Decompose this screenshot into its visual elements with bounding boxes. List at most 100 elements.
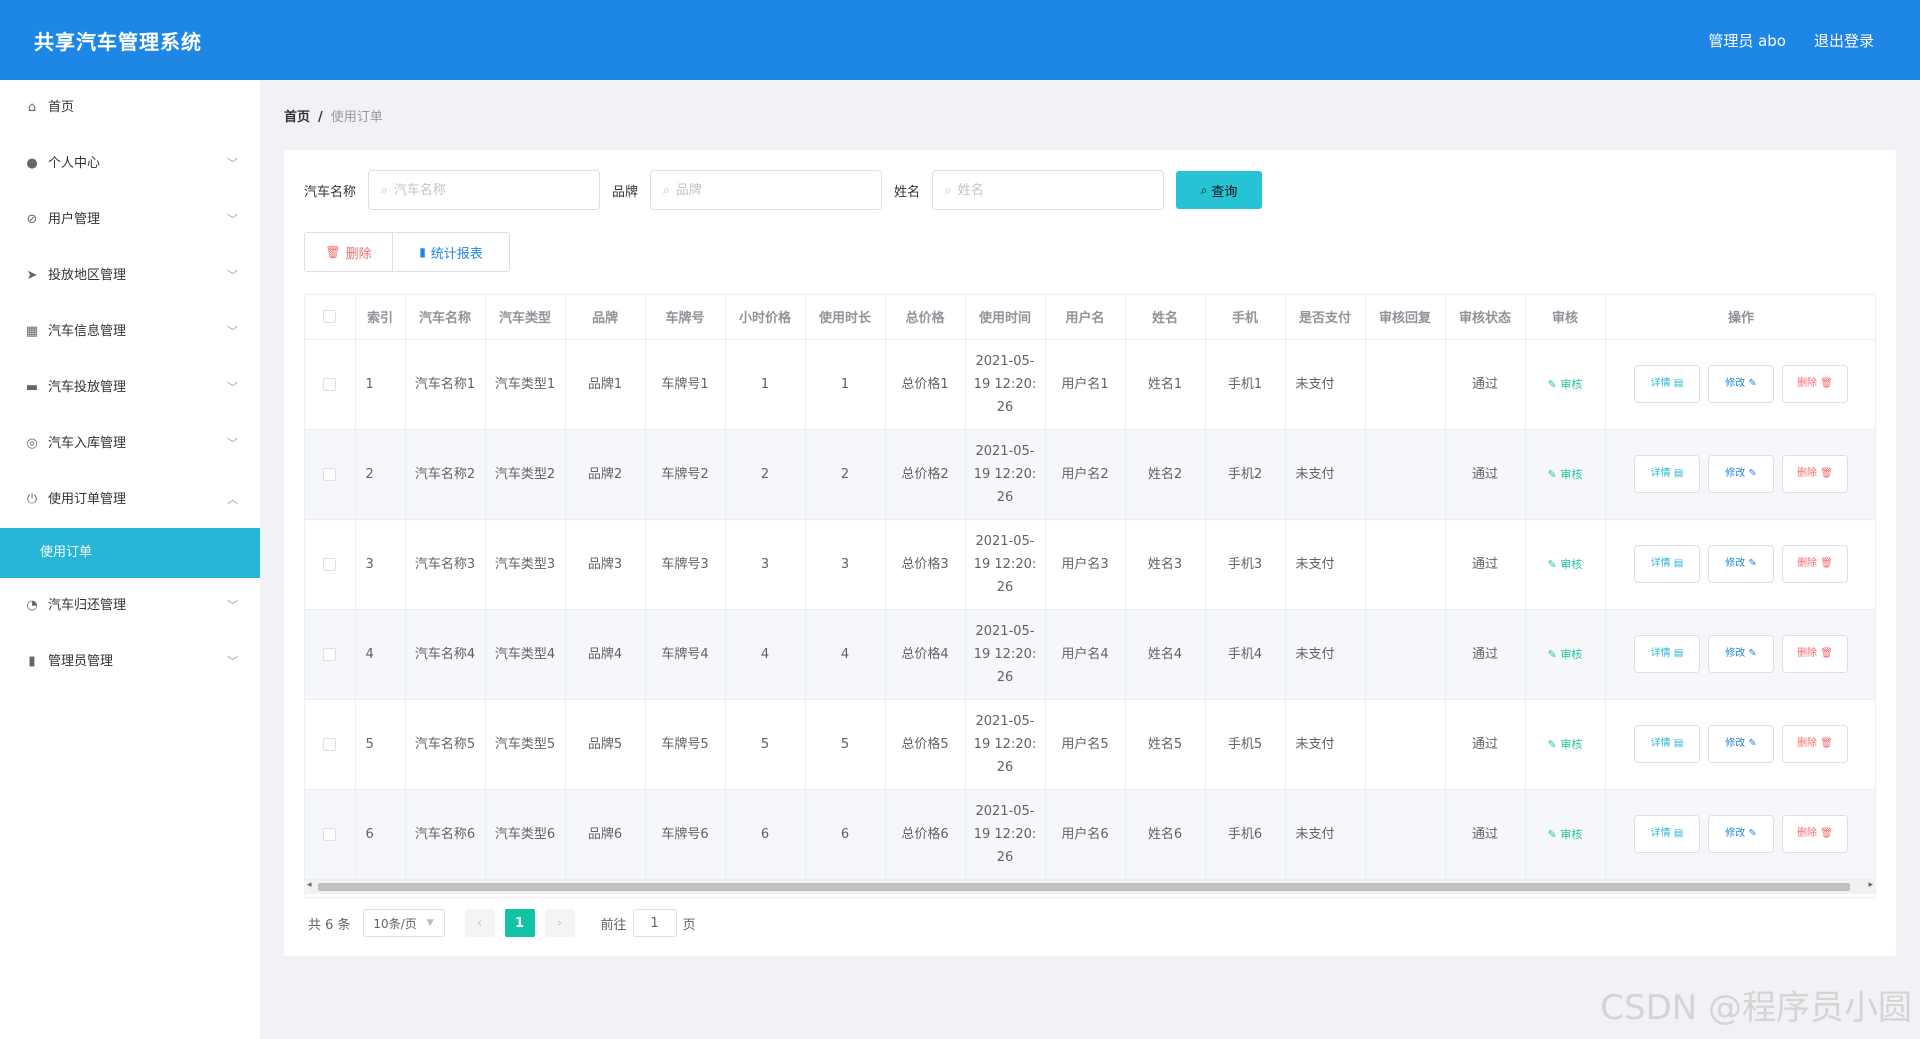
column-header: 审核: [1525, 295, 1606, 340]
stats-report-label: 统计报表: [430, 246, 483, 262]
audit-link[interactable]: ✎ 审核: [1548, 738, 1583, 751]
edit-button[interactable]: 修改 ✎: [1708, 635, 1774, 673]
logout-button[interactable]: 退出登录: [1813, 32, 1874, 50]
cell-time: 2021-05-19 12:20:26: [965, 519, 1046, 610]
delete-button[interactable]: 删除 🗑: [1782, 635, 1848, 673]
row-checkbox[interactable]: [323, 467, 337, 481]
chevron-up-icon: ︿: [227, 493, 238, 506]
table-row[interactable]: 6 汽车名称6 汽车类型6 品牌6 车牌号6 6 6 总价格6 2021-05-19 12:20…: [305, 789, 1875, 880]
scroll-right-icon[interactable]: ▸: [1868, 880, 1873, 890]
row-checkbox[interactable]: [323, 377, 337, 391]
detail-button[interactable]: 详情 ▤: [1634, 365, 1700, 403]
car-name-input[interactable]: [393, 182, 574, 198]
row-checkbox[interactable]: [323, 557, 337, 571]
search-button[interactable]: ⌕ 查询: [1176, 171, 1263, 209]
cell-total: 总价格2: [885, 429, 966, 520]
edit-icon: ✎: [1547, 827, 1561, 841]
select-all-checkbox[interactable]: [323, 310, 337, 324]
sidebar-item[interactable]: ➤ 投放地区管理 ﹀: [0, 248, 260, 304]
horizontal-scrollbar[interactable]: ◂ ▸: [304, 880, 1876, 894]
cell-hour_price: 3: [725, 519, 806, 610]
cell-plate: 车牌号3: [645, 519, 726, 610]
detail-button[interactable]: 详情 ▤: [1634, 725, 1700, 763]
audit-link[interactable]: ✎ 审核: [1548, 828, 1583, 841]
table-row[interactable]: 4 汽车名称4 汽车类型4 品牌4 车牌号4 4 4 总价格4 2021-05-19 12:20…: [305, 609, 1875, 700]
cell-total: 总价格5: [885, 699, 966, 790]
breadcrumb-home[interactable]: 首页: [284, 110, 311, 125]
delete-button[interactable]: 删除 🗑: [1782, 455, 1848, 493]
delete-button[interactable]: 删除 🗑: [1782, 545, 1848, 583]
table-row[interactable]: 5 汽车名称5 汽车类型5 品牌5 车牌号5 5 5 总价格5 2021-05-19 12:20…: [305, 699, 1875, 790]
edit-button[interactable]: 修改 ✎: [1708, 545, 1774, 583]
table-row[interactable]: 2 汽车名称2 汽车类型2 品牌2 车牌号2 2 2 总价格2 2021-05-19 12:20…: [305, 429, 1875, 520]
column-header: 使用时长: [805, 295, 886, 340]
brand-field[interactable]: ⌕: [650, 170, 883, 210]
row-checkbox[interactable]: [323, 737, 337, 751]
cell-name: 姓名1: [1125, 339, 1206, 430]
edit-button[interactable]: 修改 ✎: [1708, 725, 1774, 763]
stats-report-button[interactable]: ▮ 统计报表: [393, 232, 510, 272]
delete-button[interactable]: 删除 🗑: [1782, 725, 1848, 763]
detail-button[interactable]: 详情 ▤: [1634, 455, 1700, 493]
search-icon: ⌕: [945, 182, 952, 197]
edit-button[interactable]: 修改 ✎: [1708, 455, 1774, 493]
sidebar-item[interactable]: ● 个人中心 ﹀: [0, 136, 260, 192]
name-field[interactable]: ⌕: [932, 170, 1165, 210]
row-select-cell: [305, 609, 356, 700]
sidebar-item[interactable]: ⌂ 首页: [0, 80, 260, 136]
cell-audit: ✎ 审核: [1525, 789, 1606, 880]
sidebar-item[interactable]: ⊘ 用户管理 ﹀: [0, 192, 260, 248]
cell-audit: ✎ 审核: [1525, 339, 1606, 430]
cell-time: 2021-05-19 12:20:26: [965, 339, 1046, 430]
sidebar-item[interactable]: ◔ 汽车归还管理 ﹀: [0, 578, 260, 634]
cell-reply: [1365, 429, 1446, 520]
detail-button[interactable]: 详情 ▤: [1634, 545, 1700, 583]
audit-link[interactable]: ✎ 审核: [1548, 558, 1583, 571]
edit-icon: ✎: [1547, 557, 1561, 571]
audit-link[interactable]: ✎ 审核: [1548, 378, 1583, 391]
sidebar-subitem-active[interactable]: 使用订单: [0, 528, 260, 578]
cell-total: 总价格4: [885, 609, 966, 700]
cell-brand: 品牌3: [565, 519, 646, 610]
cell-status: 通过: [1445, 609, 1526, 700]
sidebar-item[interactable]: ▬ 汽车投放管理 ﹀: [0, 360, 260, 416]
audit-link[interactable]: ✎ 审核: [1548, 468, 1583, 481]
audit-link[interactable]: ✎ 审核: [1548, 648, 1583, 661]
sidebar-item[interactable]: ▦ 汽车信息管理 ﹀: [0, 304, 260, 360]
sidebar-item-label: 汽车信息管理: [48, 324, 127, 339]
edit-button[interactable]: 修改 ✎: [1708, 815, 1774, 853]
cell-brand: 品牌4: [565, 609, 646, 700]
sidebar-item[interactable]: ▮ 管理员管理 ﹀: [0, 634, 260, 690]
name-input[interactable]: [957, 182, 1138, 198]
row-checkbox[interactable]: [323, 647, 337, 661]
row-checkbox[interactable]: [323, 827, 337, 841]
table-row[interactable]: 1 汽车名称1 汽车类型1 品牌1 车牌号1 1 1 总价格1 2021-05-19 12:20…: [305, 339, 1875, 430]
detail-button[interactable]: 详情 ▤: [1634, 635, 1700, 673]
cell-car_type: 汽车类型6: [485, 789, 566, 880]
next-page-button[interactable]: ›: [544, 909, 575, 937]
row-select-cell: [305, 699, 356, 790]
detail-button[interactable]: 详情 ▤: [1634, 815, 1700, 853]
batch-delete-button[interactable]: 🗑 删除: [304, 232, 393, 272]
page-number-button[interactable]: 1: [504, 909, 535, 937]
prev-page-button[interactable]: ‹: [464, 909, 495, 937]
scrollbar-thumb[interactable]: [318, 883, 1850, 891]
delete-button[interactable]: 删除 🗑: [1782, 365, 1848, 403]
sidebar-item[interactable]: ◎ 汽车入库管理 ﹀: [0, 416, 260, 472]
scroll-left-icon[interactable]: ◂: [307, 880, 312, 890]
cell-hour_price: 1: [725, 339, 806, 430]
cell-time: 2021-05-19 12:20:26: [965, 429, 1046, 520]
goto-page-input[interactable]: 1: [632, 909, 677, 937]
cell-paid: 未支付: [1285, 519, 1366, 610]
page-size-select[interactable]: 10条/页 ▼: [362, 909, 445, 937]
power-icon: ⏻: [26, 492, 38, 507]
brand-input[interactable]: [675, 182, 856, 198]
delete-button[interactable]: 删除 🗑: [1782, 815, 1848, 853]
edit-icon: ✎: [1745, 378, 1757, 389]
edit-button[interactable]: 修改 ✎: [1708, 365, 1774, 403]
table-row[interactable]: 3 汽车名称3 汽车类型3 品牌3 车牌号3 3 3 总价格3 2021-05-19 12:20…: [305, 519, 1875, 610]
column-header: 总价格: [885, 295, 966, 340]
pagination: 共 6 条 10条/页 ▼ ‹ 1 › 前往 1 页: [308, 908, 696, 938]
sidebar-item[interactable]: ⏻ 使用订单管理 ︿: [0, 472, 260, 528]
car-name-field[interactable]: ⌕: [368, 170, 601, 210]
